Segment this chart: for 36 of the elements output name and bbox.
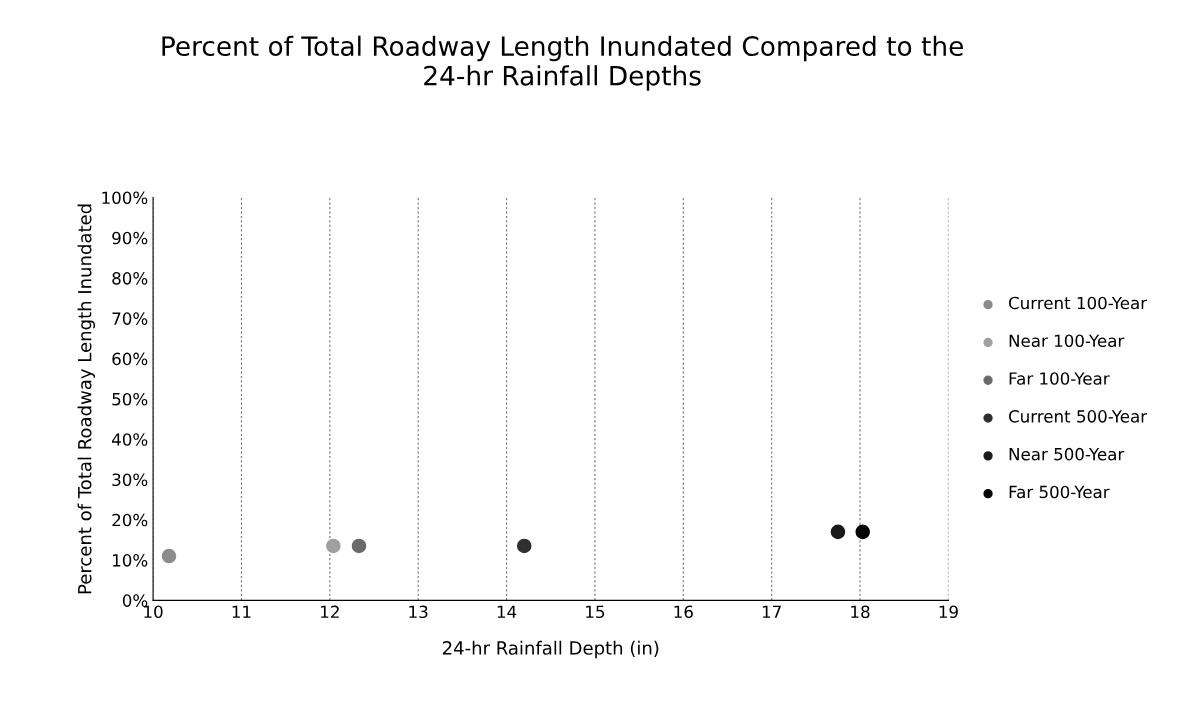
legend-label: Far 100-Year: [1009, 372, 1110, 385]
point: [161, 548, 177, 564]
y-tick-label: 20%: [112, 513, 148, 527]
legend-label: Near 500-Year: [1009, 447, 1125, 461]
y-tick-label: 80%: [112, 272, 148, 285]
y-tick-label: 30%: [112, 473, 148, 487]
y-tick-label: 90%: [112, 231, 148, 245]
y-tick-label: 0%: [122, 594, 148, 607]
y-tick-label: 10%: [113, 554, 148, 567]
x-tick-label: 15: [586, 605, 605, 619]
y-tick-label: 40%: [112, 433, 148, 446]
x-tick-label: 17: [762, 605, 781, 618]
y-axis-title: Percent of Total Roadway Length Inundated: [77, 204, 96, 594]
x-tick-label: 16: [674, 605, 693, 619]
x-tick-label: 13: [409, 605, 428, 619]
x-tick-label: 19: [939, 605, 958, 619]
chart-title: Percent of Total Roadway Length Inundated Compared to the 24-hr Rainfall Depths: [162, 35, 963, 91]
point: [855, 524, 870, 540]
x-tick-label: 14: [497, 605, 517, 618]
y-tick-label: 70%: [112, 312, 148, 325]
x-tick-label: 11: [232, 605, 251, 618]
point: [516, 538, 532, 554]
y-tick-label: 100%: [102, 191, 148, 205]
point: [326, 538, 341, 554]
x-axis-title: 24-hr Rainfall Depth (in): [442, 640, 659, 659]
y-tick-label: 60%: [112, 352, 148, 366]
legend-label: Near 100-Year: [1009, 334, 1125, 348]
x-tick-label: 12: [321, 605, 339, 618]
x-tick-label: 10: [144, 605, 163, 619]
legend-label: Current 100-Year: [1008, 296, 1148, 310]
point: [830, 524, 846, 540]
point: [351, 538, 367, 554]
x-tick-label: 18: [851, 605, 870, 619]
y-tick-label: 50%: [112, 392, 148, 406]
legend-label: Far 500-Year: [1009, 485, 1110, 499]
legend-label: Current 500-Year: [1008, 410, 1148, 423]
